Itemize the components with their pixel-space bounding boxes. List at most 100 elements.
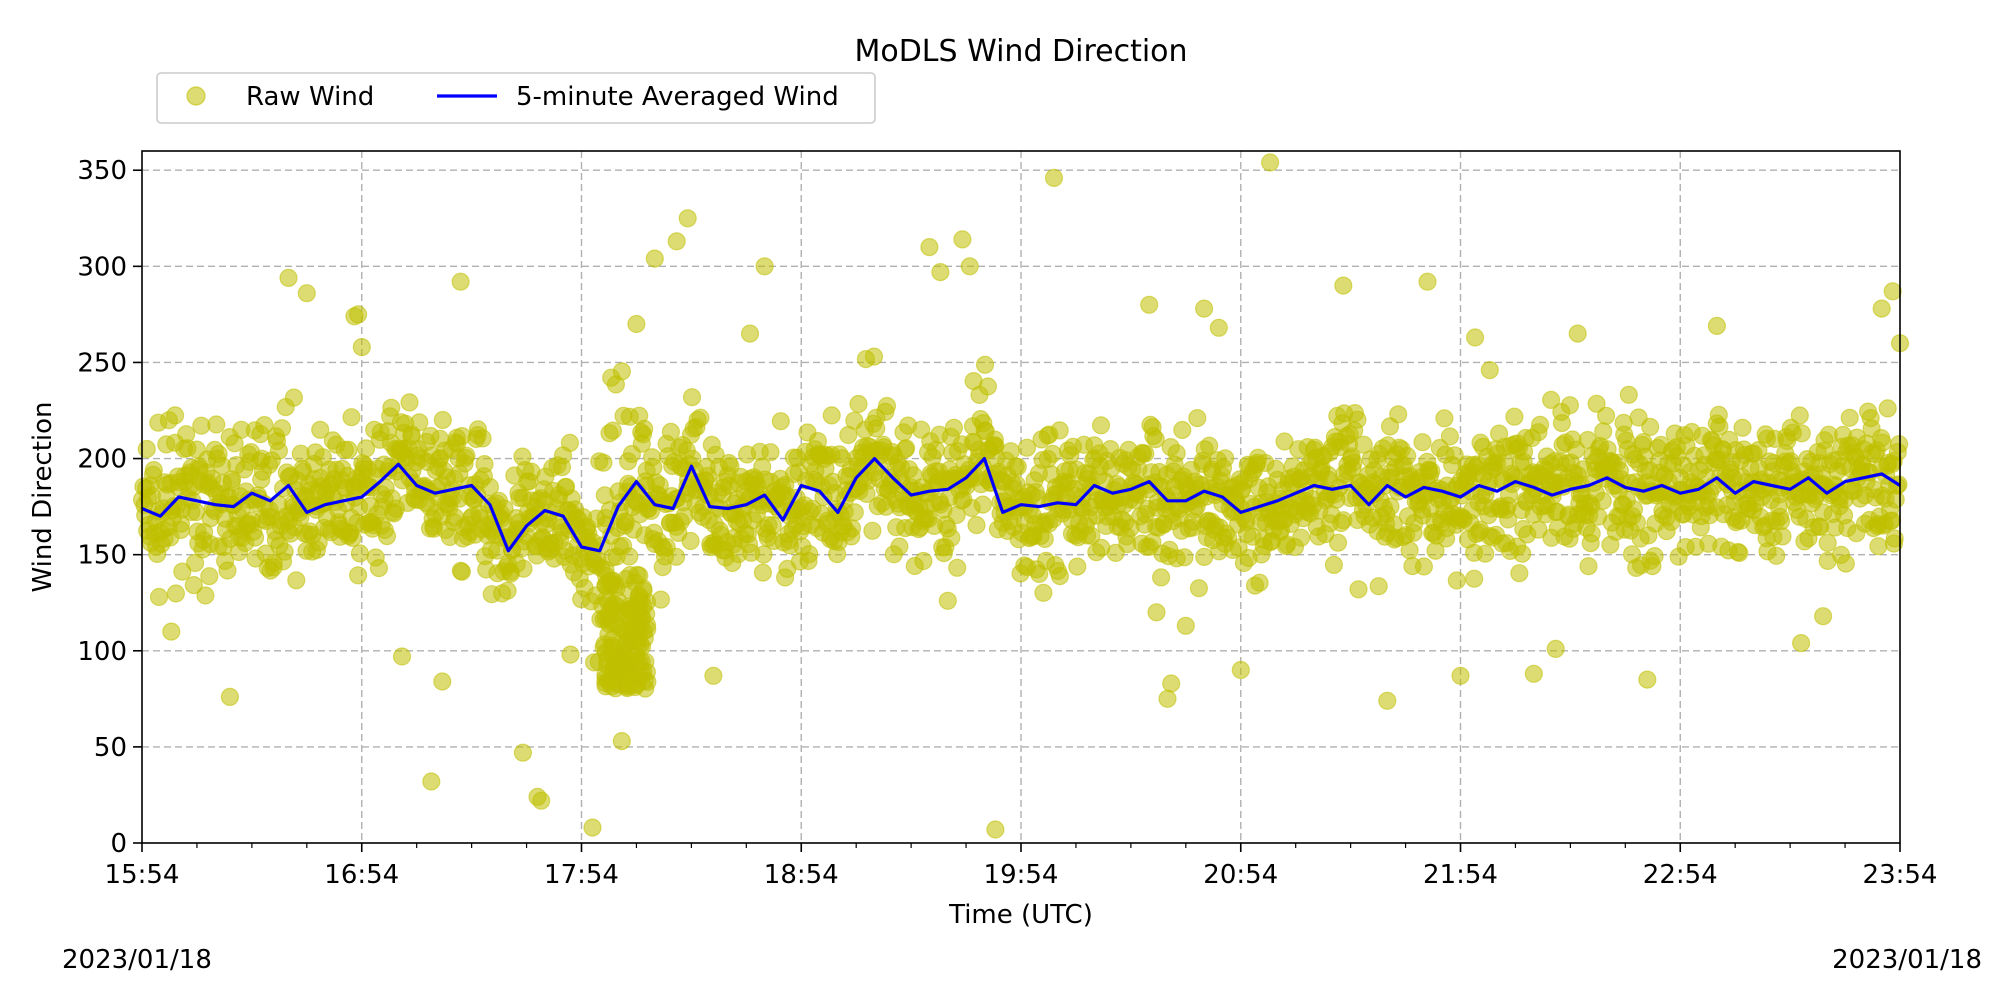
raw-wind-point	[800, 544, 819, 564]
raw-wind-point	[1162, 674, 1181, 693]
raw-wind-point	[771, 412, 790, 431]
legend-raw-marker	[186, 86, 206, 106]
raw-wind-point	[1552, 414, 1572, 433]
raw-wind-point	[475, 455, 494, 474]
raw-wind-point	[1188, 409, 1207, 428]
legend: Raw Wind 5-minute Averaged Wind	[156, 72, 876, 124]
legend-avg-label: 5-minute Averaged Wind	[516, 82, 839, 112]
raw-wind-point	[1435, 409, 1454, 428]
raw-wind-point	[192, 416, 211, 435]
raw-wind-point	[561, 645, 580, 664]
raw-wind-point	[1594, 422, 1613, 441]
x-tick-label: 22:54	[1643, 860, 1718, 890]
raw-wind-point	[1710, 417, 1729, 436]
raw-wind-point	[144, 461, 163, 480]
raw-wind-point	[763, 516, 782, 535]
raw-wind-point	[634, 622, 653, 641]
raw-wind-point	[392, 647, 412, 666]
raw-wind-point	[667, 232, 686, 251]
raw-wind-point	[1398, 446, 1417, 466]
raw-wind-point	[287, 571, 306, 590]
raw-wind-point	[1034, 583, 1053, 602]
raw-wind-point	[1194, 299, 1214, 318]
raw-wind-point	[1082, 526, 1101, 545]
raw-wind-point	[1465, 569, 1484, 588]
raw-wind-point	[691, 408, 710, 427]
raw-wind-point	[560, 433, 580, 452]
x-axis: 15:54 16:54 17:54 18:54 19:54 20:54 21:54 22:54…	[105, 843, 1937, 890]
legend-raw-label: Raw Wind	[246, 82, 374, 112]
raw-wind-point	[1348, 410, 1367, 429]
raw-wind-point	[1733, 418, 1752, 437]
x-tick-label: 15:54	[105, 860, 180, 890]
raw-wind-point	[602, 574, 621, 594]
raw-wind-point	[635, 671, 654, 690]
raw-wind-point	[1889, 435, 1909, 454]
raw-wind-point	[1175, 548, 1194, 567]
raw-wind-point	[1840, 408, 1859, 427]
raw-wind-point	[1043, 444, 1062, 463]
date-right: 2023/01/18	[1832, 945, 1982, 975]
raw-wind-point	[457, 446, 476, 465]
raw-wind-point	[1707, 316, 1727, 335]
raw-wind-point	[1480, 361, 1499, 380]
raw-wind-point	[1091, 416, 1111, 435]
raw-wind-point	[1050, 566, 1070, 586]
raw-wind-point	[1524, 664, 1543, 683]
raw-wind-point	[1440, 427, 1460, 446]
raw-wind-point	[1567, 440, 1586, 459]
raw-wind-point	[1505, 407, 1524, 426]
raw-wind-point	[822, 406, 841, 425]
raw-wind-point	[1189, 579, 1209, 598]
y-tick-label: 350	[77, 156, 127, 186]
raw-wind-point	[931, 263, 950, 282]
raw-wind-point	[218, 561, 237, 580]
raw-wind-point	[1596, 406, 1616, 425]
raw-wind-point	[607, 596, 627, 616]
raw-wind-point	[612, 731, 631, 751]
raw-wind-point	[1510, 564, 1529, 583]
raw-wind-point	[920, 238, 939, 257]
raw-wind-point	[1767, 546, 1786, 565]
raw-wind-point	[621, 614, 641, 633]
raw-wind-point	[1541, 390, 1561, 409]
raw-wind-point	[1869, 537, 1888, 556]
raw-wind-point	[960, 257, 979, 276]
raw-wind-point	[938, 591, 957, 610]
raw-wind-point	[1291, 528, 1311, 547]
raw-wind-point	[627, 314, 646, 334]
raw-wind-point	[973, 495, 992, 514]
raw-wind-point	[611, 651, 630, 670]
raw-wind-point	[1050, 421, 1069, 440]
raw-wind-point	[513, 743, 533, 762]
raw-wind-point	[1176, 616, 1195, 635]
raw-wind-point	[1167, 444, 1186, 463]
raw-wind-point	[612, 362, 632, 381]
raw-wind-point	[1641, 417, 1660, 436]
raw-wind-point	[948, 558, 967, 577]
raw-wind-point	[645, 249, 664, 268]
x-tick-label: 19:54	[984, 860, 1059, 890]
raw-wind-point	[1008, 457, 1027, 476]
raw-wind-point	[532, 791, 551, 810]
raw-wind-point	[1328, 533, 1348, 552]
raw-wind-point	[1476, 544, 1495, 563]
raw-wind-point	[1334, 276, 1353, 295]
raw-wind-point	[661, 422, 681, 441]
raw-wind-point	[753, 563, 773, 582]
raw-wind-point	[480, 477, 500, 497]
raw-wind-point	[1836, 554, 1855, 573]
raw-wind-point	[1447, 571, 1466, 590]
raw-wind-point	[339, 440, 358, 459]
raw-wind-point	[269, 441, 288, 460]
raw-wind-point	[1200, 436, 1219, 455]
raw-wind-point	[1260, 153, 1280, 172]
raw-wind-point	[682, 388, 702, 407]
raw-wind-point	[1882, 511, 1902, 530]
raw-wind-point	[1389, 405, 1408, 424]
raw-wind-point	[162, 622, 181, 641]
raw-wind-point	[1344, 453, 1363, 472]
raw-wind-point	[1001, 442, 1020, 461]
raw-wind-point	[473, 429, 492, 448]
